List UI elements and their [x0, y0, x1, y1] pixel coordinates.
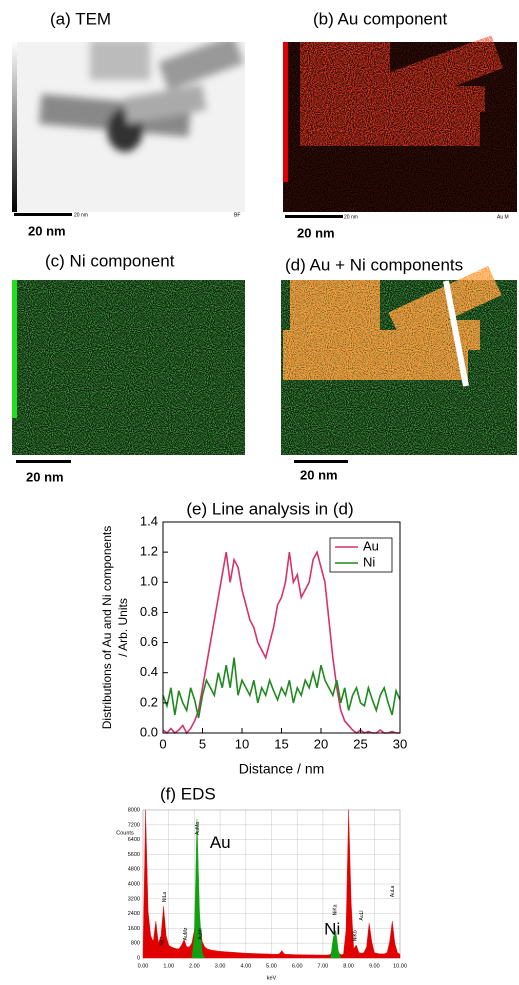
peak-label: AuMa — [195, 822, 201, 835]
y-tick-label: 0.8 — [140, 604, 158, 619]
scale-bar-text: 20 nm — [344, 214, 358, 220]
y-tick-label: 5600 — [128, 852, 140, 858]
scale-label: 20 nm — [300, 467, 338, 482]
y-tick-label: 8000 — [128, 807, 140, 813]
x-axis-label: keV — [267, 975, 277, 981]
y-tick-label: 0.6 — [140, 634, 158, 649]
x-tick-label: 10.00 — [393, 963, 407, 969]
y-tick-label: 0.4 — [140, 664, 158, 679]
scale-bar — [14, 213, 72, 216]
x-tick-label: 3.00 — [215, 963, 226, 969]
x-tick-label: 15 — [274, 736, 288, 751]
au-signal — [283, 266, 502, 380]
corner-text: Au M — [497, 214, 509, 220]
y-tick-label: 1.2 — [140, 544, 158, 559]
spectrum-area — [191, 819, 205, 959]
chart-title: (e) Line analysis in (d) — [186, 499, 353, 518]
y-tick-label: 7200 — [128, 822, 140, 828]
scale-label: 20 nm — [297, 225, 335, 240]
panel-c: (c) Ni component 20 nm — [12, 251, 245, 484]
y-tick-label: 0 — [137, 955, 140, 961]
chart-title: (f) EDS — [160, 784, 216, 803]
panel-d: (d) Au + Ni components 20 nm — [281, 255, 517, 482]
peak-label: NiKb — [353, 930, 359, 941]
y-tick-label: 2400 — [128, 911, 140, 917]
peak-label: AuLa — [390, 885, 396, 897]
intensity-bar — [12, 280, 17, 418]
peak-label: AuMr — [198, 928, 204, 940]
panel-b: (b) Au component 20 nm Au M 20 nm — [283, 9, 517, 240]
x-tick-label: 0.00 — [138, 963, 149, 969]
x-tick-label: 1.00 — [163, 963, 174, 969]
panel-title: (d) Au + Ni components — [285, 255, 463, 274]
corner-text: BF — [234, 212, 240, 218]
panel-title: (c) Ni component — [45, 251, 175, 270]
y-tick-label: 4000 — [128, 881, 140, 887]
y-tick-label: 4800 — [128, 867, 140, 873]
y-tick-label: 1600 — [128, 926, 140, 932]
x-tick-label: 8.00 — [343, 963, 354, 969]
spectrum-area — [330, 930, 342, 959]
scale-bar — [285, 215, 343, 218]
y-tick-label: 6400 — [128, 837, 140, 843]
line-scan — [443, 280, 469, 387]
y-tick-label: 0.2 — [140, 694, 158, 709]
x-tick-label: 7.00 — [318, 963, 329, 969]
y-tick-label: 3200 — [128, 896, 140, 902]
intensity-bar — [283, 42, 288, 182]
y-tick-label: 1.4 — [140, 513, 158, 528]
peak-label: NiLl — [159, 937, 165, 946]
x-tick-label: 30 — [393, 736, 407, 751]
data-line — [162, 657, 401, 719]
peak-label: NiKa — [332, 904, 338, 915]
x-tick-label: 5.00 — [266, 963, 277, 969]
peak-label: NiLa — [162, 892, 168, 903]
plot-area — [162, 549, 401, 735]
panel-title: (b) Au component — [313, 9, 447, 28]
scale-label: 20 nm — [26, 469, 64, 484]
legend-box — [329, 537, 393, 573]
y-tick-label: 0.0 — [140, 724, 158, 739]
element-label: Ni — [324, 920, 340, 939]
x-tick-label: 6.00 — [292, 963, 303, 969]
x-tick-label: 9.00 — [369, 963, 380, 969]
ni-signal — [12, 280, 245, 455]
tem-particles — [38, 42, 244, 152]
x-tick-label: 2.00 — [189, 963, 200, 969]
y-tick-label: 1.0 — [140, 574, 158, 589]
scale-bar-text: 20 nm — [74, 212, 88, 218]
legend-label: Ni — [363, 554, 375, 569]
legend-label: Au — [363, 538, 379, 553]
peak-label: AuLl — [359, 910, 365, 920]
x-tick-label: 4.00 — [240, 963, 251, 969]
y-tick-label: 800 — [131, 941, 140, 947]
panel-title: (a) TEM — [50, 9, 111, 28]
peak-label: AuMz — [183, 927, 189, 940]
y-axis-label: / Arb. Units — [116, 598, 130, 657]
x-tick-label: 0 — [159, 736, 166, 751]
y-axis-label: Counts — [116, 830, 134, 836]
panel-a: (a) TEM 20 nm BF 20 nm — [12, 9, 245, 238]
scale-bar — [16, 460, 71, 463]
spectrum-area — [142, 809, 401, 959]
intensity-bar — [12, 42, 17, 212]
element-label: Au — [210, 833, 231, 852]
x-tick-label: 20 — [314, 736, 328, 751]
x-tick-label: 5 — [199, 736, 206, 751]
x-axis-label: Distance / nm — [239, 761, 325, 777]
x-tick-label: 25 — [353, 736, 367, 751]
x-tick-label: 10 — [235, 736, 249, 751]
scale-label: 20 nm — [28, 223, 66, 238]
scale-bar — [294, 460, 348, 463]
au-particles — [283, 35, 517, 212]
y-axis-label: Distributions of Au and Ni components — [100, 526, 114, 729]
